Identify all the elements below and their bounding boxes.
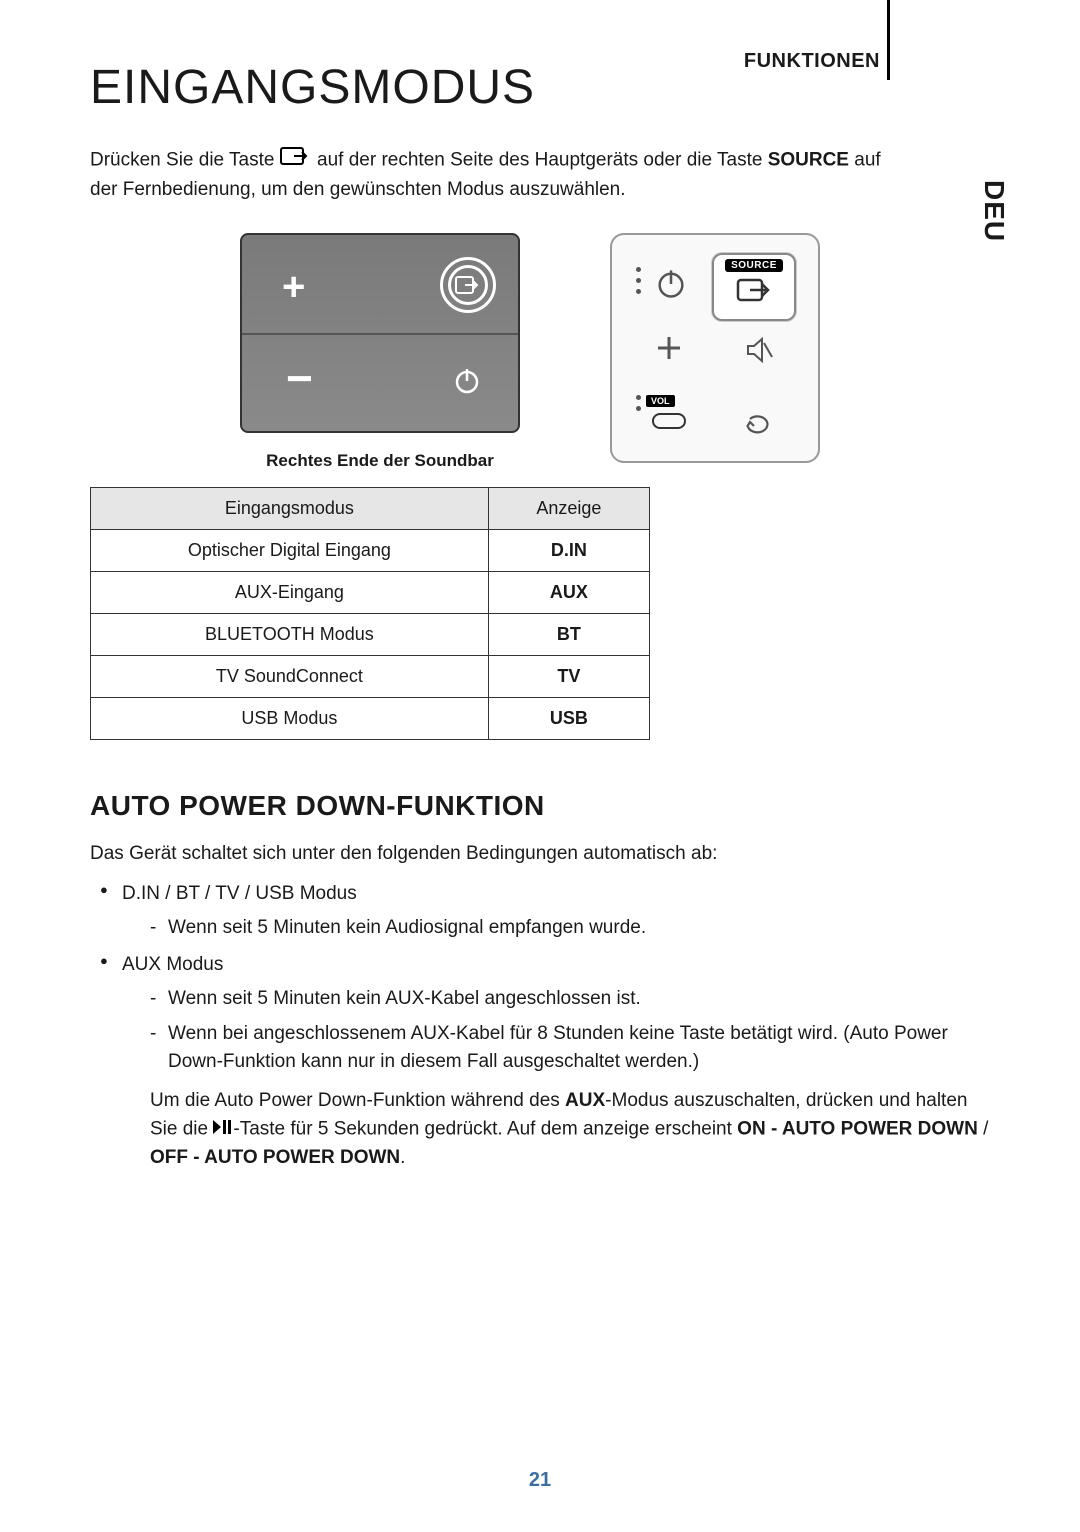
volume-minus-icon: − [286,351,313,405]
table-row: BLUETOOTH ModusBT [91,614,650,656]
sub-list-item: Wenn seit 5 Minuten kein Audiosignal emp… [150,914,990,943]
source-inline-icon [280,145,312,176]
table-row: USB ModusUSB [91,698,650,740]
remote-power-icon [654,267,688,306]
header-divider [887,0,890,80]
intro-text-2: auf der rechten Seite des Hauptgeräts od… [317,149,768,170]
list-item: AUX Modus Wenn seit 5 Minuten kein AUX-K… [100,951,990,1173]
table-header-mode: Eingangsmodus [91,488,489,530]
input-modes-table: Eingangsmodus Anzeige Optischer Digital … [90,487,650,740]
table-header-display: Anzeige [488,488,649,530]
note-slash: / [978,1118,989,1139]
table-cell-display: BT [488,614,649,656]
volume-plus-icon: + [282,265,305,310]
remote-vol-pill-icon [652,413,686,429]
soundbar-caption: Rechtes Ende der Soundbar [240,451,520,471]
soundbar-diagram: + − Rechtes Ende [240,233,520,471]
sub-list: Wenn seit 5 Minuten kein AUX-Kabel anges… [122,985,990,1077]
table-cell-display: AUX [488,572,649,614]
conditions-list: D.IN / BT / TV / USB Modus Wenn seit 5 M… [90,880,990,1173]
sub-list-item: Wenn seit 5 Minuten kein AUX-Kabel anges… [150,985,990,1014]
table-cell-mode: USB Modus [91,698,489,740]
note-text-1: Um die Auto Power Down-Funktion während … [150,1090,565,1111]
note-on-text: ON - AUTO POWER DOWN [737,1118,978,1139]
table-cell-display: TV [488,656,649,698]
remote-source-callout: SOURCE [712,253,796,321]
list-item: D.IN / BT / TV / USB Modus Wenn seit 5 M… [100,880,990,943]
table-row: TV SoundConnectTV [91,656,650,698]
soundbar-panel: + − [240,233,520,433]
note-paragraph: Um die Auto Power Down-Funktion während … [122,1087,990,1173]
diagrams-row: + − Rechtes Ende [240,233,990,471]
remote-diagram: SOURCE VOL [610,233,820,463]
intro-text-1: Drücken Sie die Taste [90,149,280,170]
table-cell-mode: Optischer Digital Eingang [91,530,489,572]
note-aux-word: AUX [565,1090,605,1111]
play-pause-icon [213,1115,233,1144]
soundbar-source-button [440,257,496,313]
note-period: . [400,1147,405,1168]
remote-dots [636,267,641,294]
bullet-title: AUX Modus [122,954,223,975]
table-cell-display: USB [488,698,649,740]
bullet-title: D.IN / BT / TV / USB Modus [122,883,357,904]
header-section-label: FUNKTIONEN [744,50,880,73]
table-header-row: Eingangsmodus Anzeige [91,488,650,530]
table-cell-mode: AUX-Eingang [91,572,489,614]
soundbar-divider [242,333,518,335]
table-cell-mode: TV SoundConnect [91,656,489,698]
page-number: 21 [0,1469,1080,1492]
sub-list: Wenn seit 5 Minuten kein Audiosignal emp… [122,914,990,943]
remote-repeat-icon [742,407,776,446]
table-row: AUX-EingangAUX [91,572,650,614]
note-text-3: -Taste für 5 Sekunden gedrückt. Auf dem … [233,1118,737,1139]
remote-vol-label: VOL [646,395,675,407]
remote-source-icon [732,272,776,308]
note-off-text: OFF - AUTO POWER DOWN [150,1147,400,1168]
language-tab: DEU [978,180,1010,242]
section-heading: AUTO POWER DOWN-FUNKTION [90,790,990,822]
page: FUNKTIONEN DEU EINGANGSMODUS Drücken Sie… [0,0,1080,1532]
intro-paragraph: Drücken Sie die Taste auf der rechten Se… [90,145,910,203]
source-icon [448,265,488,305]
sub-list-item: Wenn bei angeschlossenem AUX-Kabel für 8… [150,1020,990,1077]
table-cell-display: D.IN [488,530,649,572]
section-lead-text: Das Gerät schaltet sich unter den folgen… [90,840,990,868]
remote-source-label: SOURCE [725,259,783,272]
intro-source-word: SOURCE [768,149,849,170]
table-cell-mode: BLUETOOTH Modus [91,614,489,656]
power-icon [452,366,482,401]
remote-dots-2 [636,395,641,411]
remote-mute-icon [742,333,776,372]
table-row: Optischer Digital EingangD.IN [91,530,650,572]
remote-volume-plus-icon [652,331,686,370]
